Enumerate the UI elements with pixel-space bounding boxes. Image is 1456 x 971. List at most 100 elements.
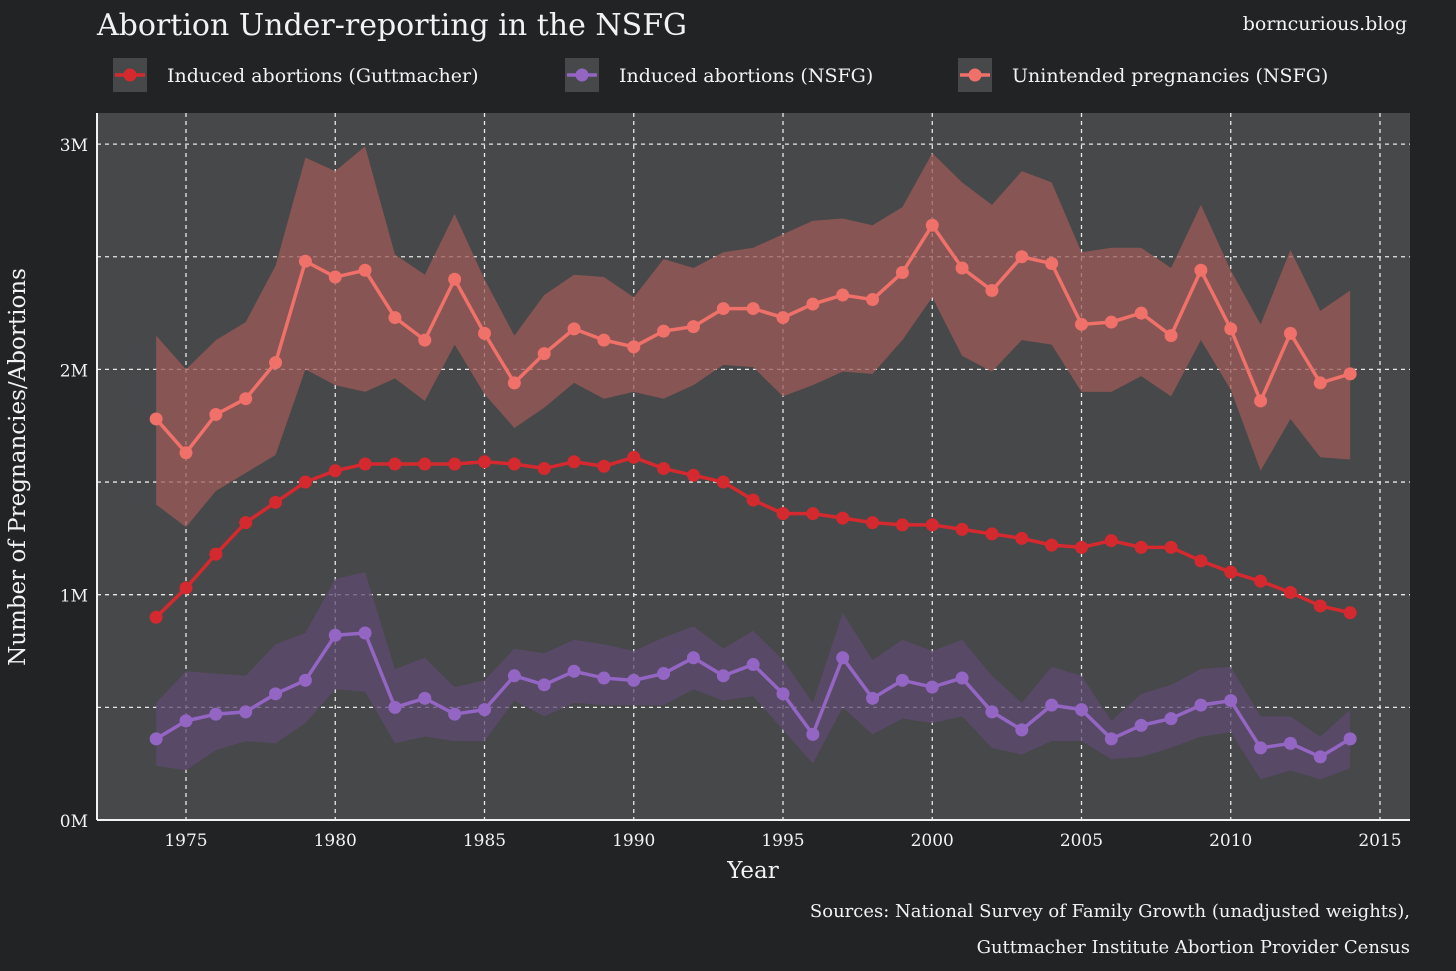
legend-marker — [123, 68, 137, 82]
data-point — [686, 320, 700, 334]
data-point — [657, 324, 671, 338]
data-point — [149, 412, 163, 426]
data-point — [1343, 732, 1357, 746]
data-point — [806, 507, 820, 521]
x-tick-label: 1980 — [314, 831, 357, 851]
data-point — [239, 516, 253, 530]
data-point — [746, 302, 760, 316]
data-point — [806, 297, 820, 311]
data-point — [985, 705, 999, 719]
y-tick-label: 3M — [60, 136, 88, 156]
x-tick-label: 2005 — [1060, 831, 1103, 851]
data-point — [776, 687, 790, 701]
legend-label: Induced abortions (Guttmacher) — [167, 65, 478, 87]
data-point — [1313, 376, 1327, 390]
data-point — [836, 288, 850, 302]
data-point — [507, 669, 521, 683]
data-point — [1045, 698, 1059, 712]
data-point — [836, 511, 850, 525]
data-point — [836, 651, 850, 665]
data-point — [328, 464, 342, 478]
confidence-band — [156, 146, 1351, 528]
x-tick-label: 1975 — [164, 831, 207, 851]
x-tick-label: 1995 — [761, 831, 804, 851]
data-point — [507, 457, 521, 471]
legend-label: Induced abortions (NSFG) — [619, 65, 873, 87]
data-point — [627, 340, 641, 354]
data-point — [955, 522, 969, 536]
data-point — [179, 714, 193, 728]
data-point — [1075, 540, 1088, 554]
data-point — [1224, 694, 1238, 708]
data-point — [985, 527, 999, 541]
data-point — [298, 475, 312, 489]
data-point — [149, 610, 163, 624]
data-point — [149, 732, 163, 746]
data-point — [716, 475, 730, 489]
data-point — [1283, 326, 1297, 340]
data-point — [358, 626, 372, 640]
x-axis-label: Year — [726, 858, 779, 884]
data-point — [1254, 574, 1268, 588]
data-point — [776, 507, 790, 521]
data-point — [1104, 315, 1118, 329]
legend-marker — [575, 68, 589, 82]
data-point — [537, 347, 551, 361]
y-tick-label: 2M — [60, 361, 88, 381]
data-point — [239, 392, 253, 406]
data-point — [537, 678, 551, 692]
data-point — [1104, 732, 1118, 746]
x-tick-label: 2010 — [1209, 831, 1252, 851]
data-point — [1194, 554, 1208, 568]
data-point — [269, 687, 283, 701]
data-point — [866, 516, 880, 530]
data-point — [746, 658, 760, 672]
data-point — [1045, 257, 1059, 271]
data-point — [1224, 322, 1238, 336]
data-point — [537, 462, 551, 476]
data-point — [1015, 531, 1029, 545]
legend-item: Unintended pregnancies (NSFG) — [958, 58, 1328, 92]
legend-item: Induced abortions (Guttmacher) — [113, 58, 478, 92]
data-point — [1343, 606, 1357, 620]
data-point — [567, 664, 581, 678]
y-tick-label: 1M — [60, 587, 88, 607]
data-point — [895, 266, 909, 280]
data-point — [925, 680, 939, 694]
x-tick-label: 1990 — [612, 831, 655, 851]
data-point — [895, 673, 909, 687]
data-point — [448, 272, 462, 286]
data-point — [597, 459, 611, 473]
series-lines — [149, 218, 1357, 764]
source-line-2: Guttmacher Institute Abortion Provider C… — [977, 937, 1410, 958]
data-point — [209, 547, 223, 561]
data-point — [716, 669, 730, 683]
source-line-1: Sources: National Survey of Family Growt… — [810, 901, 1410, 922]
data-point — [448, 707, 462, 721]
data-point — [269, 495, 283, 509]
y-axis-label: Number of Pregnancies/Abortions — [5, 268, 31, 666]
legend: Induced abortions (Guttmacher) Induced ab… — [113, 58, 1328, 92]
data-point — [746, 493, 760, 507]
data-point — [358, 457, 372, 471]
data-point — [478, 703, 491, 717]
data-point — [567, 455, 581, 469]
data-point — [1015, 723, 1029, 737]
data-point — [567, 322, 581, 336]
data-point — [1075, 703, 1088, 717]
data-point — [418, 457, 432, 471]
data-point — [269, 356, 283, 370]
data-point — [1343, 367, 1357, 381]
data-point — [388, 457, 402, 471]
data-point — [418, 333, 432, 347]
data-point — [1254, 394, 1268, 408]
data-point — [925, 518, 939, 532]
legend-label: Unintended pregnancies (NSFG) — [1012, 65, 1328, 87]
data-point — [866, 691, 880, 705]
data-point — [1224, 565, 1238, 579]
data-point — [1164, 712, 1178, 726]
data-point — [179, 446, 193, 460]
data-point — [298, 254, 312, 268]
data-point — [1194, 263, 1208, 277]
data-point — [1134, 718, 1148, 732]
